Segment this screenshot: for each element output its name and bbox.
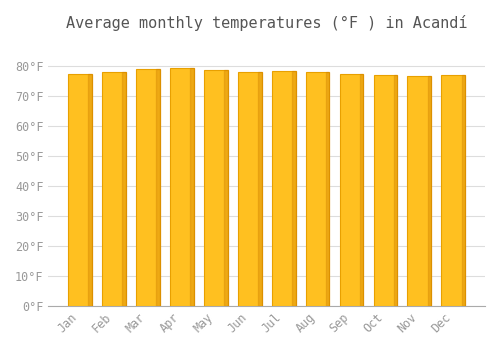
Bar [408, 76, 431, 306]
Bar [462, 75, 465, 306]
Bar [258, 72, 262, 306]
Bar [340, 74, 363, 306]
Bar [272, 71, 295, 306]
Bar [204, 70, 228, 306]
Bar [88, 74, 92, 306]
Bar [68, 74, 92, 306]
Bar [156, 70, 160, 306]
Bar [292, 71, 296, 306]
Bar [442, 75, 465, 306]
Bar [326, 72, 330, 306]
Bar [190, 68, 194, 306]
Bar [306, 72, 330, 306]
Bar [394, 75, 398, 306]
Bar [122, 72, 126, 306]
Title: Average monthly temperatures (°F ) in Acandí: Average monthly temperatures (°F ) in Ac… [66, 15, 468, 31]
Bar [428, 76, 431, 306]
Bar [170, 68, 194, 306]
Bar [102, 72, 126, 306]
Bar [374, 75, 398, 306]
Bar [360, 74, 364, 306]
Bar [238, 72, 262, 306]
Bar [224, 70, 228, 306]
Bar [136, 70, 160, 306]
